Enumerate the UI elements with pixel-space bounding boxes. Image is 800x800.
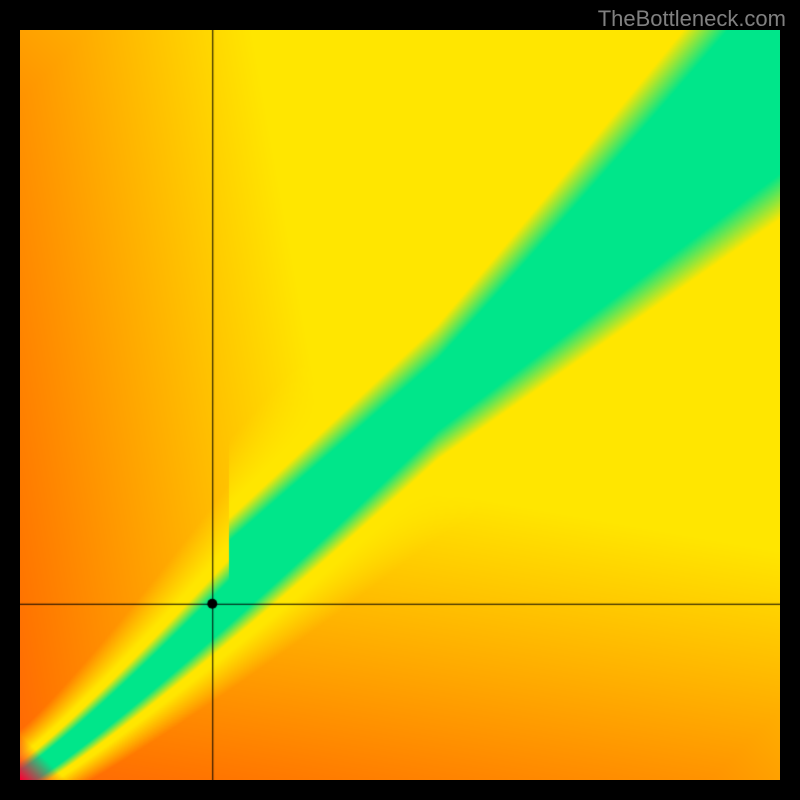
plot-area [20,30,780,780]
chart-container: TheBottleneck.com [0,0,800,800]
watermark-text: TheBottleneck.com [598,6,786,32]
heatmap-canvas [20,30,780,780]
